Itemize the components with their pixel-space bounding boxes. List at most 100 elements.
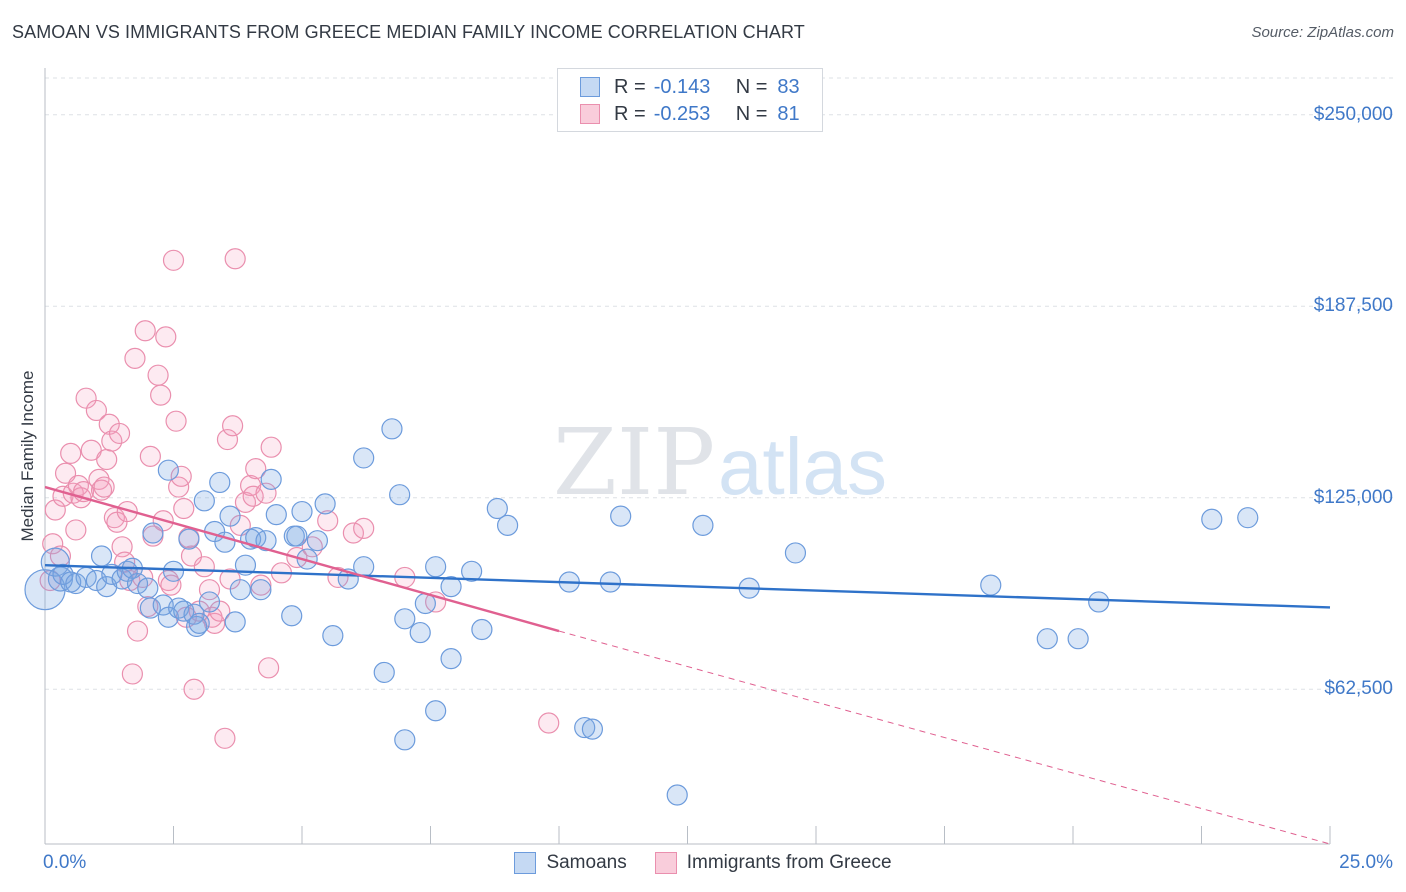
samoan-point-54 — [373, 661, 395, 684]
samoan-point-35 — [229, 579, 251, 601]
legend-row-samoans: R = -0.143 N = 83 — [580, 75, 800, 99]
greece-point-74 — [317, 510, 339, 532]
samoan-point-28 — [193, 490, 215, 512]
legend-n-value-samoans: 83 — [777, 75, 800, 98]
watermark: ZIP atlas — [553, 409, 887, 516]
greece-point-36 — [147, 364, 169, 386]
legend-r-label: R = — [614, 102, 646, 125]
samoan-point-58 — [409, 621, 431, 644]
samoan-point-71 — [610, 505, 632, 527]
samoan-point-62 — [440, 576, 462, 598]
source-credit: Source: ZipAtlas.com — [1251, 24, 1394, 41]
y-tick-label-1: $125,000 — [1313, 486, 1393, 508]
samoan-point-27 — [188, 612, 210, 634]
greece-point-68 — [255, 482, 277, 504]
greece-point-70 — [260, 436, 282, 458]
greece-point-28 — [121, 663, 143, 685]
samoan-point-66 — [497, 514, 519, 536]
samoan-point-14 — [126, 572, 149, 595]
samoan-point-43 — [281, 605, 303, 627]
samoan-point-15 — [137, 577, 159, 599]
greece-point-30 — [126, 620, 149, 642]
greece-point-60 — [222, 415, 244, 437]
y-tick-label-3: $250,000 — [1313, 103, 1393, 125]
samoan-point-60 — [425, 556, 447, 578]
greece-point-55 — [204, 612, 226, 634]
greece-point-20 — [101, 430, 123, 452]
x-tick-min: 0.0% — [43, 852, 87, 873]
samoan-point-46 — [291, 500, 313, 523]
samoan-point-31 — [209, 471, 231, 494]
greece-point-80 — [538, 712, 560, 734]
watermark-zip: ZIP — [553, 409, 715, 516]
greece-point-76 — [342, 522, 364, 544]
samoan-point-68 — [574, 716, 596, 739]
samoan-point-26 — [186, 615, 208, 638]
greece-point-37 — [150, 384, 172, 406]
samoan-point-20 — [162, 560, 185, 582]
samoan-point-36 — [234, 554, 257, 576]
samoan-point-72 — [692, 514, 714, 536]
greece-point-16 — [90, 479, 113, 501]
legend-r-value-greece: -0.253 — [653, 102, 711, 125]
greece-point-29 — [124, 347, 146, 369]
legend-swatch-pink — [654, 852, 677, 874]
greece-point-32 — [134, 320, 156, 342]
samoan-point-21 — [157, 459, 179, 481]
greece-point-17 — [93, 476, 115, 498]
samoan-point-8 — [90, 545, 113, 567]
samoan-point-9 — [96, 576, 118, 598]
greece-point-26 — [116, 500, 138, 523]
gridlines — [45, 77, 1395, 690]
samoan-point-57 — [394, 608, 416, 630]
samoan-point-55 — [381, 418, 403, 440]
samoan-point-83 — [666, 784, 688, 806]
samoan-point-41 — [260, 468, 282, 490]
greece-point-43 — [165, 410, 187, 432]
watermark-atlas: atlas — [718, 422, 887, 511]
trend-lines — [44, 485, 1331, 845]
axes — [44, 68, 1331, 845]
samoan-point-78 — [1088, 591, 1110, 613]
series-legend: Samoans Immigrants from Greece — [0, 852, 1406, 874]
samoan-point-48 — [306, 530, 329, 552]
legend-label-greece: Immigrants from Greece — [686, 852, 892, 873]
legend-r-value-samoans: -0.143 — [653, 75, 711, 98]
greece-point-52 — [193, 556, 215, 578]
greece-point-67 — [250, 574, 272, 596]
greece-point-39 — [155, 326, 177, 348]
samoan-point-5 — [65, 572, 87, 595]
chart-title: SAMOAN VS IMMIGRANTS FROM GREECE MEDIAN … — [12, 22, 805, 42]
greece-point-13 — [80, 439, 102, 461]
samoan-point-77 — [1067, 628, 1089, 650]
greece-trend-extension — [558, 630, 1331, 845]
samoan-point-70 — [599, 571, 622, 593]
samoan-point-65 — [486, 497, 508, 520]
samoan-point-61 — [425, 700, 447, 722]
legend-n-value-greece: 81 — [777, 102, 800, 125]
greece-point-69 — [257, 657, 280, 679]
samoan-trend-line — [44, 563, 1331, 609]
greece-point-18 — [96, 448, 118, 471]
legend-n-label: N = — [735, 75, 768, 98]
greece-point-24 — [111, 536, 133, 558]
samoan-point-34 — [224, 611, 246, 633]
samoan-point-75 — [980, 574, 1002, 596]
greece-point-41 — [160, 574, 182, 596]
legend-swatch-blue — [580, 77, 600, 97]
greece-point-14 — [85, 399, 108, 422]
greece-point-5 — [54, 462, 77, 484]
legend-swatch-blue — [514, 852, 537, 874]
samoan-point-52 — [353, 447, 375, 469]
greece-point-65 — [242, 485, 264, 507]
samoan-point-76 — [1036, 628, 1058, 650]
greece-point-23 — [108, 422, 131, 445]
greece-points — [39, 248, 560, 749]
samoan-point-63 — [461, 560, 483, 582]
legend-item-greece: Immigrants from Greece — [654, 852, 892, 874]
greece-point-8 — [65, 519, 87, 541]
samoan-point-56 — [389, 484, 411, 506]
greece-point-61 — [224, 248, 246, 270]
samoan-point-82 — [394, 729, 416, 751]
